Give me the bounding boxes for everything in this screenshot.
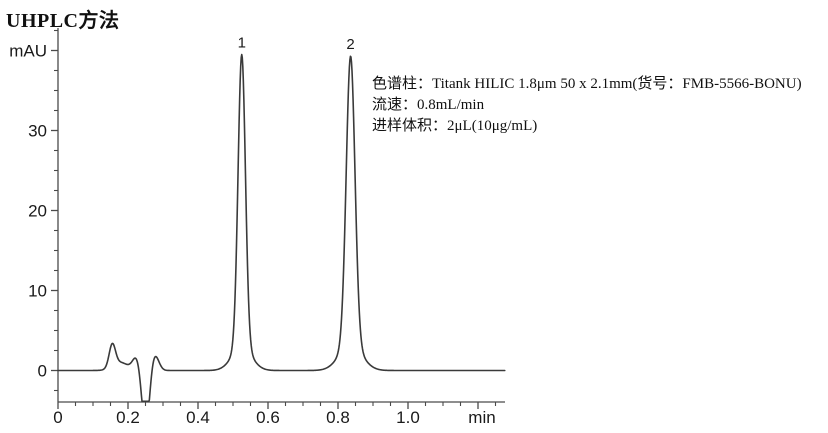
x-tick-label: 1.0 bbox=[396, 408, 420, 427]
method-annotation: 色谱柱：Titank HILIC 1.8μm 50 x 2.1mm(货号：FMB… bbox=[372, 74, 802, 137]
y-tick-label: mAU bbox=[9, 42, 47, 61]
annotation-injection-line: 进样体积：2μL(10μg/mL) bbox=[372, 118, 538, 134]
x-tick-label: 0.2 bbox=[116, 408, 140, 427]
y-tick-label: 0 bbox=[38, 362, 47, 381]
x-tick-label: 0.8 bbox=[326, 408, 350, 427]
x-tick-label: 0.4 bbox=[186, 408, 210, 427]
annotation-flowrate-line: 流速：0.8mL/min bbox=[372, 97, 485, 113]
y-tick-label: 20 bbox=[28, 202, 47, 221]
x-tick-label: min bbox=[468, 408, 495, 427]
y-tick-label: 30 bbox=[28, 122, 47, 141]
x-tick-label: 0.6 bbox=[256, 408, 280, 427]
peak-label-1: 1 bbox=[238, 35, 246, 52]
peak-label-2: 2 bbox=[346, 36, 354, 53]
x-tick-label: 0 bbox=[53, 408, 62, 427]
page-title: UHPLC方法 bbox=[6, 10, 120, 32]
chromatogram-trace bbox=[57, 53, 506, 403]
y-tick-label: 10 bbox=[28, 282, 47, 301]
annotation-column-line: 色谱柱：Titank HILIC 1.8μm 50 x 2.1mm(货号：FMB… bbox=[372, 76, 802, 92]
